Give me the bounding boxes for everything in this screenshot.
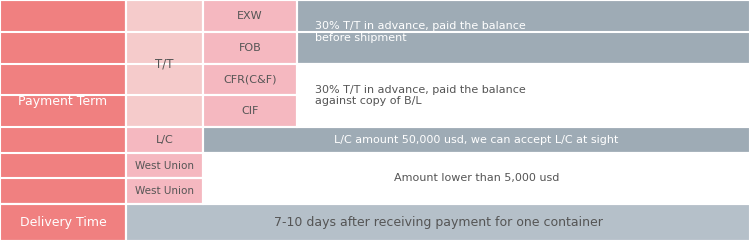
Bar	[297, 0, 750, 64]
Text: 7-10 days after receiving payment for one container: 7-10 days after receiving payment for on…	[274, 216, 602, 229]
Bar	[203, 153, 750, 204]
Text: West Union: West Union	[135, 186, 194, 196]
Text: EXW: EXW	[237, 11, 263, 21]
Bar	[203, 64, 297, 95]
Text: L/C amount 50,000 usd, we can accept L/C at sight: L/C amount 50,000 usd, we can accept L/C…	[334, 135, 619, 145]
Text: 30% T/T in advance, paid the balance
against copy of B/L: 30% T/T in advance, paid the balance aga…	[315, 85, 526, 106]
Text: CFR(C&F): CFR(C&F)	[224, 74, 277, 85]
Text: Amount lower than 5,000 usd: Amount lower than 5,000 usd	[394, 173, 560, 183]
Bar	[203, 127, 750, 153]
Text: Delivery Time: Delivery Time	[20, 216, 106, 229]
Bar	[126, 178, 203, 204]
Bar	[203, 32, 297, 64]
Bar	[203, 0, 297, 32]
Bar	[0, 204, 126, 241]
Text: Payment Term: Payment Term	[19, 95, 107, 108]
Bar	[126, 127, 203, 153]
Bar	[297, 64, 750, 127]
Bar	[0, 0, 126, 204]
Text: West Union: West Union	[135, 161, 194, 171]
Text: 30% T/T in advance, paid the balance
before shipment: 30% T/T in advance, paid the balance bef…	[315, 21, 526, 43]
Text: L/C: L/C	[156, 135, 173, 145]
Bar	[126, 0, 203, 127]
Bar	[126, 153, 203, 178]
Text: T/T: T/T	[155, 57, 174, 70]
Bar	[126, 204, 750, 241]
Text: FOB: FOB	[238, 43, 262, 53]
Bar	[203, 95, 297, 127]
Text: CIF: CIF	[242, 106, 259, 116]
